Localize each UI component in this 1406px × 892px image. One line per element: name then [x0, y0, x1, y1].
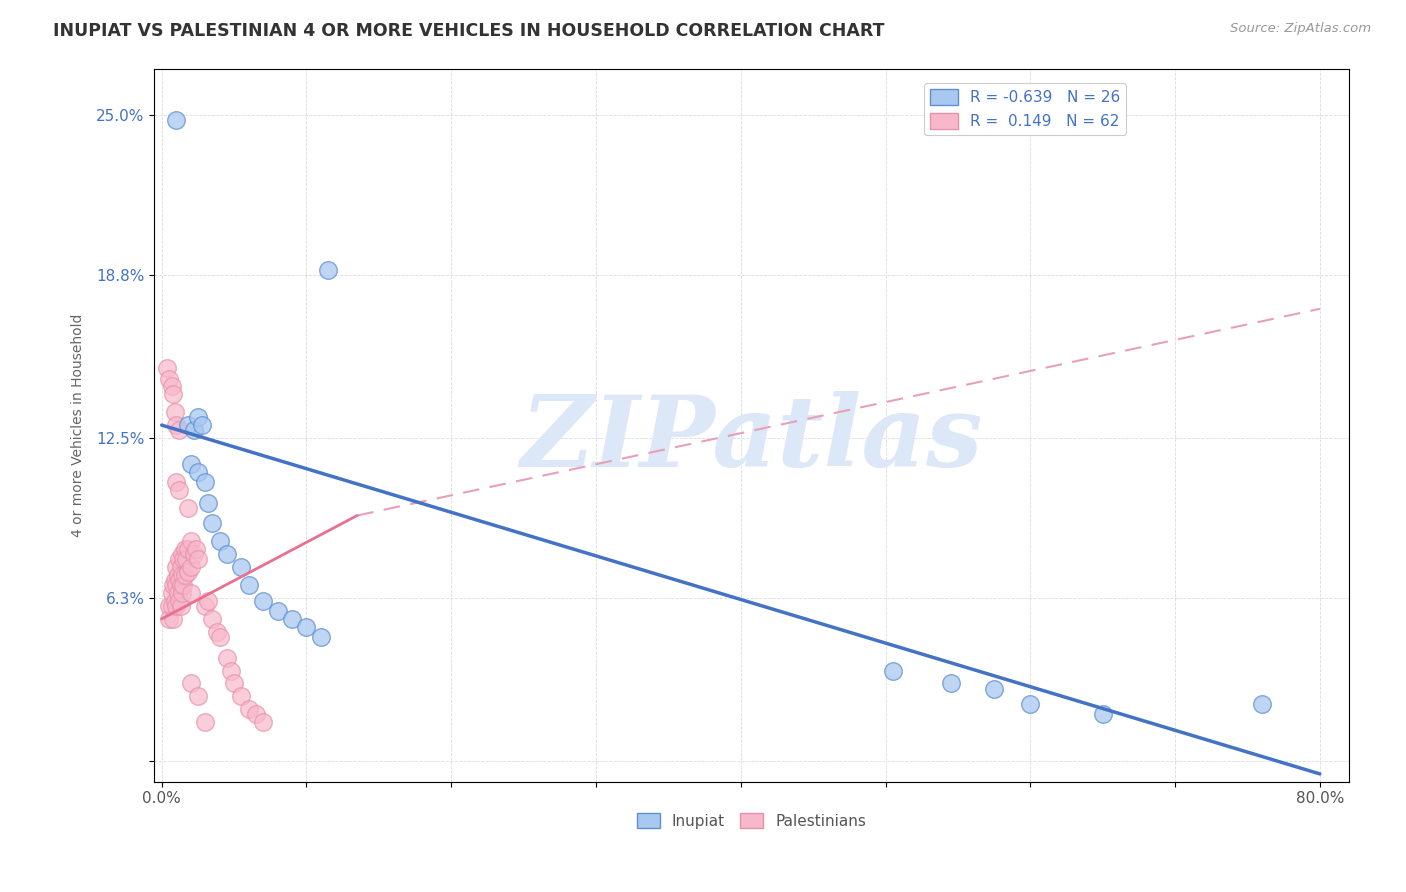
Point	[166, 568, 188, 582]
Point	[201, 516, 224, 531]
Point	[160, 379, 183, 393]
Point	[165, 578, 187, 592]
Point	[180, 534, 202, 549]
Point	[177, 418, 200, 433]
Point	[194, 475, 217, 489]
Point	[157, 371, 180, 385]
Y-axis label: 4 or more Vehicles in Household: 4 or more Vehicles in Household	[72, 313, 86, 537]
Point	[194, 715, 217, 730]
Point	[882, 664, 904, 678]
Point	[231, 560, 253, 574]
Point	[172, 578, 194, 592]
Point	[177, 542, 200, 557]
Point	[208, 534, 231, 549]
Point	[1019, 697, 1042, 711]
Point	[183, 547, 205, 561]
Point	[157, 612, 180, 626]
Point	[170, 568, 193, 582]
Text: ZIPatlas: ZIPatlas	[520, 391, 983, 488]
Point	[208, 630, 231, 644]
Point	[165, 418, 187, 433]
Point	[201, 612, 224, 626]
Point	[180, 676, 202, 690]
Text: Source: ZipAtlas.com: Source: ZipAtlas.com	[1230, 22, 1371, 36]
Point	[173, 542, 195, 557]
Point	[205, 624, 228, 639]
Point	[163, 573, 186, 587]
Point	[180, 586, 202, 600]
Point	[163, 405, 186, 419]
Point	[983, 681, 1005, 696]
Point	[169, 560, 191, 574]
Point	[187, 552, 209, 566]
Point	[187, 690, 209, 704]
Point	[156, 361, 179, 376]
Point	[163, 594, 186, 608]
Point	[167, 552, 190, 566]
Text: INUPIAT VS PALESTINIAN 4 OR MORE VEHICLES IN HOUSEHOLD CORRELATION CHART: INUPIAT VS PALESTINIAN 4 OR MORE VEHICLE…	[53, 22, 884, 40]
Point	[176, 552, 198, 566]
Point	[165, 475, 187, 489]
Point	[162, 578, 184, 592]
Point	[281, 612, 304, 626]
Point	[160, 599, 183, 613]
Point	[238, 702, 260, 716]
Point	[238, 578, 260, 592]
Point	[219, 664, 242, 678]
Point	[180, 457, 202, 471]
Point	[177, 500, 200, 515]
Point	[167, 483, 190, 497]
Point	[245, 707, 267, 722]
Point	[1091, 707, 1114, 722]
Point	[165, 113, 187, 128]
Point	[177, 566, 200, 580]
Point	[162, 387, 184, 401]
Point	[252, 594, 274, 608]
Point	[295, 619, 318, 633]
Point	[167, 573, 190, 587]
Point	[222, 676, 245, 690]
Legend: Inupiat, Palestinians: Inupiat, Palestinians	[631, 806, 873, 835]
Point	[266, 604, 288, 618]
Point	[160, 586, 183, 600]
Point	[197, 594, 219, 608]
Point	[187, 465, 209, 479]
Point	[1251, 697, 1274, 711]
Point	[165, 560, 187, 574]
Point	[187, 410, 209, 425]
Point	[169, 578, 191, 592]
Point	[172, 552, 194, 566]
Point	[194, 599, 217, 613]
Point	[166, 586, 188, 600]
Point	[309, 630, 332, 644]
Point	[170, 547, 193, 561]
Point	[180, 560, 202, 574]
Point	[186, 542, 208, 557]
Point	[173, 568, 195, 582]
Point	[157, 599, 180, 613]
Point	[316, 263, 339, 277]
Point	[167, 423, 190, 437]
Point	[231, 690, 253, 704]
Point	[939, 676, 962, 690]
Point	[170, 586, 193, 600]
Point	[197, 495, 219, 509]
Point	[165, 599, 187, 613]
Point	[169, 599, 191, 613]
Point	[183, 423, 205, 437]
Point	[167, 594, 190, 608]
Point	[215, 650, 238, 665]
Point	[191, 418, 214, 433]
Point	[162, 612, 184, 626]
Point	[215, 547, 238, 561]
Point	[252, 715, 274, 730]
